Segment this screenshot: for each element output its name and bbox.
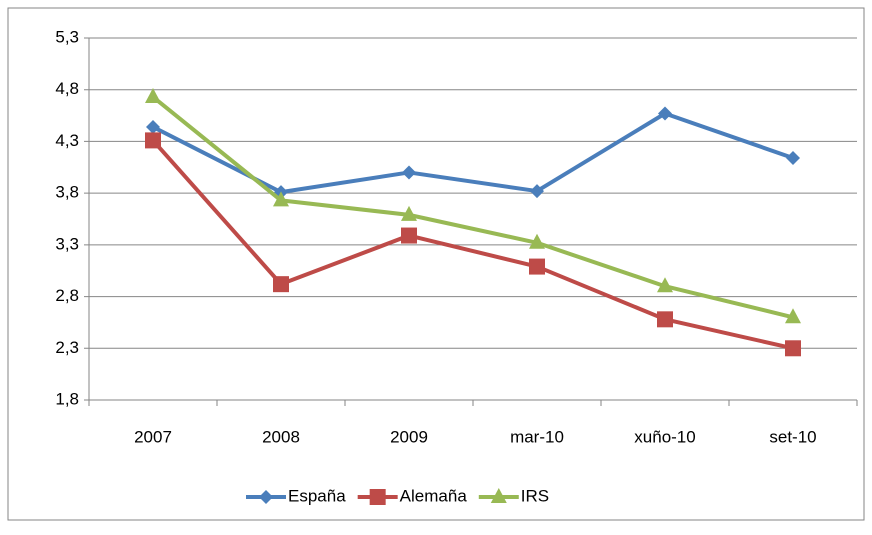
data-point — [785, 308, 801, 324]
y-tick-label: 3,8 — [55, 183, 79, 202]
y-tick-label: 4,8 — [55, 79, 79, 98]
x-tick-label: set-10 — [769, 427, 816, 446]
y-tick-label: 5,3 — [55, 27, 79, 46]
y-tick-label: 4,3 — [55, 131, 79, 150]
data-point — [146, 119, 160, 134]
x-tick-label: 2008 — [262, 427, 300, 446]
data-point — [145, 87, 161, 103]
legend-label: IRS — [521, 486, 549, 505]
data-point — [529, 258, 545, 275]
data-point — [657, 311, 673, 328]
x-tick-label: 2007 — [134, 427, 172, 446]
data-point — [658, 106, 672, 121]
legend-marker — [490, 488, 507, 503]
x-tick-label: xuño-10 — [634, 427, 695, 446]
series-line — [151, 139, 794, 351]
y-tick-label: 2,3 — [55, 338, 79, 357]
x-tick-label: 2009 — [390, 427, 428, 446]
data-point — [529, 233, 545, 249]
y-tick-label: 2,8 — [55, 286, 79, 305]
data-point — [401, 227, 417, 244]
x-tick-label: mar-10 — [510, 427, 564, 446]
legend-marker — [259, 490, 273, 504]
data-point — [145, 132, 161, 149]
y-tick-label: 1,8 — [55, 389, 79, 408]
legend-label: Alemaña — [400, 486, 468, 505]
data-point — [657, 277, 673, 293]
data-point — [401, 205, 417, 221]
data-point — [273, 276, 289, 293]
legend-label: España — [288, 486, 346, 505]
data-point — [530, 184, 544, 199]
data-point — [273, 191, 289, 207]
series-line — [151, 95, 794, 320]
legend-marker — [369, 489, 386, 505]
y-tick-label: 3,3 — [55, 234, 79, 253]
data-point — [402, 165, 416, 180]
data-point — [786, 150, 800, 165]
data-point — [785, 340, 801, 357]
